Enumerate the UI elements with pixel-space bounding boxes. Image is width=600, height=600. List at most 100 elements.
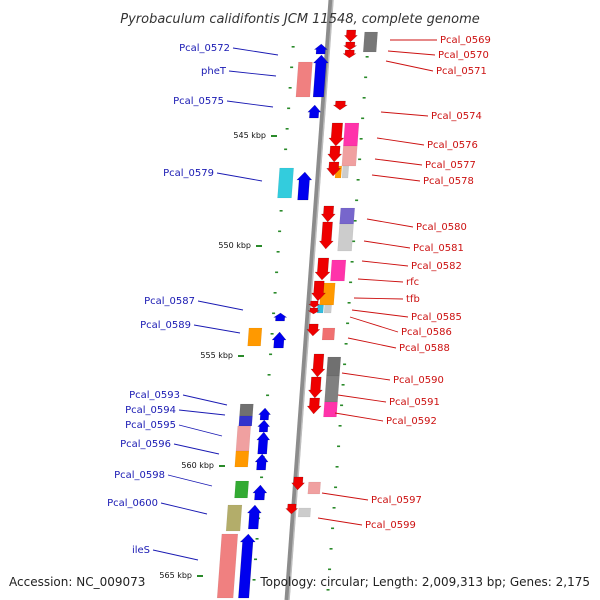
gene-label-pcal-0580[interactable]: Pcal_0580 bbox=[416, 222, 467, 233]
gene-label-pcal-0574[interactable]: Pcal_0574 bbox=[431, 111, 482, 122]
tick-mark bbox=[352, 240, 356, 243]
leader-line bbox=[160, 502, 208, 515]
tick-mark bbox=[350, 261, 354, 263]
tick-mark bbox=[278, 230, 282, 233]
leader-line bbox=[216, 172, 263, 182]
tick-mark bbox=[365, 56, 369, 58]
tick-mark bbox=[284, 148, 288, 151]
scale-label: 550 kbp bbox=[218, 241, 251, 250]
tick-mark bbox=[270, 333, 274, 335]
forward-gene-arrow bbox=[312, 54, 329, 98]
tick-mark bbox=[337, 445, 341, 448]
forward-gene-arrow bbox=[257, 419, 271, 433]
gene-label-pcal-0597[interactable]: Pcal_0597 bbox=[371, 495, 422, 506]
gene-label-pcal-0572[interactable]: Pcal_0572 bbox=[179, 43, 230, 54]
gene-label-pcal-0579[interactable]: Pcal_0579 bbox=[163, 168, 214, 179]
tick-mark bbox=[344, 343, 348, 345]
cog-category-bars bbox=[216, 31, 378, 599]
cog-bar bbox=[323, 401, 338, 418]
forward-gene-arrow bbox=[313, 43, 329, 55]
forward-gene-arrow bbox=[256, 431, 271, 455]
gene-label-tfb[interactable]: tfb bbox=[406, 294, 420, 305]
tick-mark bbox=[273, 292, 277, 294]
cog-bar bbox=[343, 122, 360, 147]
tick-mark bbox=[252, 579, 256, 581]
tick-mark bbox=[288, 87, 292, 89]
gene-label-pcal-0590[interactable]: Pcal_0590 bbox=[393, 375, 444, 386]
gene-label-pcal-0586[interactable]: Pcal_0586 bbox=[401, 327, 452, 338]
tick-mark bbox=[334, 486, 338, 489]
gene-label-pcal-0587[interactable]: Pcal_0587 bbox=[144, 296, 195, 307]
reverse-gene-arrow bbox=[327, 145, 343, 163]
gene-label-phet[interactable]: pheT bbox=[201, 66, 227, 77]
forward-gene-arrow bbox=[272, 312, 288, 322]
tick-mark bbox=[255, 538, 259, 540]
tick-mark bbox=[359, 138, 363, 140]
tick-mark bbox=[329, 548, 333, 550]
tick-mark bbox=[266, 394, 270, 397]
leader-line bbox=[374, 158, 423, 166]
cog-bar bbox=[239, 403, 254, 417]
tick-mark bbox=[276, 251, 280, 253]
tick-mark bbox=[341, 384, 345, 386]
leader-line bbox=[232, 47, 279, 56]
gene-label-rfc[interactable]: rfc bbox=[406, 277, 419, 288]
tick-mark bbox=[335, 466, 339, 468]
leader-line bbox=[347, 337, 397, 349]
cog-bar bbox=[330, 259, 347, 282]
reverse-gene-arrow bbox=[343, 29, 359, 43]
reverse-gene-arrow bbox=[332, 100, 349, 111]
forward-gene-arrow bbox=[246, 504, 262, 530]
cog-bar bbox=[362, 31, 378, 53]
gene-labels: Pcal_0572 pheT Pcal_0575 Pcal_0579 Pcal_0587… bbox=[107, 35, 491, 556]
gene-label-pcal-0571[interactable]: Pcal_0571 bbox=[436, 66, 487, 77]
reverse-gene-arrow bbox=[310, 280, 327, 302]
gene-label-pcal-0589[interactable]: Pcal_0589 bbox=[140, 320, 191, 331]
reverse-gene-arrow bbox=[310, 353, 326, 378]
gene-label-pcal-0569[interactable]: Pcal_0569 bbox=[440, 35, 491, 46]
gene-label-pcal-0598[interactable]: Pcal_0598 bbox=[114, 470, 165, 481]
gene-label-pcal-0582[interactable]: Pcal_0582 bbox=[411, 261, 462, 272]
gene-label-pcal-0595[interactable]: Pcal_0595 bbox=[125, 420, 176, 431]
gene-label-pcal-0596[interactable]: Pcal_0596 bbox=[120, 439, 171, 450]
tick-mark bbox=[347, 302, 351, 304]
gene-label-pcal-0577[interactable]: Pcal_0577 bbox=[425, 160, 476, 171]
leader-line bbox=[366, 218, 414, 228]
leader-line bbox=[226, 100, 274, 108]
forward-gene-arrow bbox=[296, 171, 313, 201]
gene-label-pcal-0575[interactable]: Pcal_0575 bbox=[173, 96, 224, 107]
gene-label-pcal-0588[interactable]: Pcal_0588 bbox=[399, 343, 450, 354]
forward-gene-arrow bbox=[252, 484, 268, 501]
gene-label-pcal-0585[interactable]: Pcal_0585 bbox=[411, 312, 462, 323]
tick-mark bbox=[349, 281, 353, 284]
reverse-gene-arrow bbox=[291, 476, 306, 491]
leader-line bbox=[178, 424, 223, 437]
gene-label-pcal-0576[interactable]: Pcal_0576 bbox=[427, 140, 478, 151]
gene-label-pcal-0578[interactable]: Pcal_0578 bbox=[423, 176, 474, 187]
gene-label-pcal-0591[interactable]: Pcal_0591 bbox=[389, 397, 440, 408]
scale-label: 555 kbp bbox=[200, 351, 233, 360]
gene-label-pcal-0592[interactable]: Pcal_0592 bbox=[386, 416, 437, 427]
tick-mark bbox=[362, 97, 366, 99]
gene-label-pcal-0570[interactable]: Pcal_0570 bbox=[438, 50, 489, 61]
cog-bar bbox=[341, 145, 358, 167]
topology-text: Topology: circular; Length: 2,009,313 bp… bbox=[259, 575, 590, 589]
reverse-gene-arrow bbox=[342, 41, 358, 51]
gene-label-pcal-0593[interactable]: Pcal_0593 bbox=[129, 390, 180, 401]
gene-label-pcal-0600[interactable]: Pcal_0600 bbox=[107, 498, 158, 509]
leader-line bbox=[152, 549, 199, 561]
tick-mark bbox=[279, 210, 283, 212]
map-title: Pyrobaculum calidifontis JCM 11548, comp… bbox=[120, 12, 480, 27]
gene-label-pcal-0594[interactable]: Pcal_0594 bbox=[125, 405, 176, 416]
tick-mark bbox=[291, 46, 295, 48]
gene-label-pcal-0581[interactable]: Pcal_0581 bbox=[413, 243, 464, 254]
leader-line bbox=[353, 297, 404, 300]
scale-label: 545 kbp bbox=[233, 131, 266, 140]
cog-bar bbox=[321, 327, 336, 341]
tick-mark bbox=[269, 353, 273, 356]
gene-label-pcal-0599[interactable]: Pcal_0599 bbox=[365, 520, 416, 531]
scale-tick bbox=[271, 135, 277, 137]
scale-tick bbox=[197, 575, 203, 577]
gene-label-iles[interactable]: ileS bbox=[132, 545, 150, 556]
